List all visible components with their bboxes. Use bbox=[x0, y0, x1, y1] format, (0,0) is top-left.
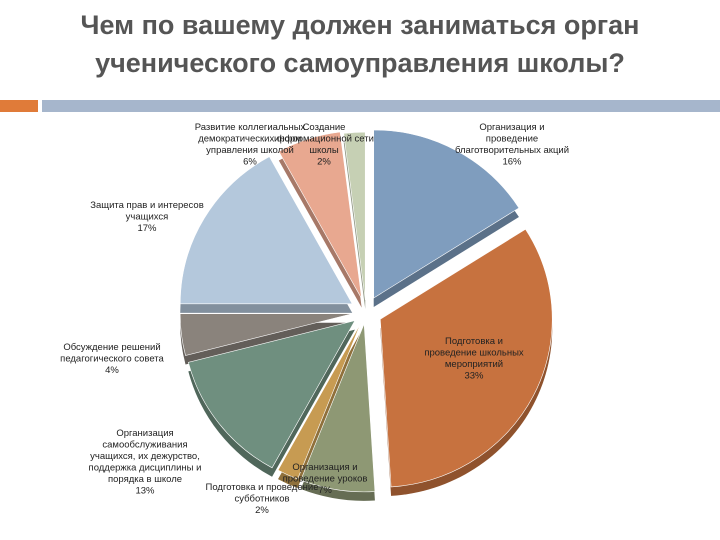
slice-label-6-line-2: педагогического совета bbox=[60, 354, 164, 365]
slice-label-2-line-4: 33% bbox=[464, 371, 484, 382]
pie-slice-9 bbox=[343, 131, 366, 301]
pie-slice-2 bbox=[379, 228, 553, 488]
slice-label-9-line-2: информационной сети bbox=[274, 134, 374, 145]
slice-label-6-line-3: 4% bbox=[105, 365, 119, 376]
slice-label-8: Развитие коллегиальных демократических фо… bbox=[195, 122, 306, 168]
slice-label-2: Подготовка и проведение школьных мероприят… bbox=[424, 336, 524, 382]
slice-label-9-line-1: Создание bbox=[303, 122, 346, 133]
pie-slice-6 bbox=[179, 313, 353, 356]
slice-label-3-line-3: 7% bbox=[318, 485, 332, 496]
pie-slice-1 bbox=[373, 129, 520, 299]
slice-label-7-line-3: 17% bbox=[137, 223, 157, 234]
slice-label-5-line-6: 13% bbox=[135, 486, 155, 497]
slice-label-4: Подготовка и проведение субботников 2% bbox=[206, 482, 319, 516]
slice-label-1: Организация и проведение благотворительных… bbox=[455, 122, 569, 168]
slice-label-5: Организация самообслуживания учащихся, их … bbox=[89, 428, 202, 497]
slice-label-8-line-4: 6% bbox=[243, 157, 257, 168]
slice-label-4-line-3: 2% bbox=[255, 505, 269, 516]
pie-slice-8 bbox=[278, 131, 362, 299]
slice-label-1-line-2: проведение bbox=[486, 134, 538, 145]
slice-label-5-line-1: Организация bbox=[116, 428, 173, 439]
slice-label-6-line-1: Обсуждение решений bbox=[63, 342, 160, 353]
slice-label-5-line-5: порядка в школе bbox=[108, 474, 182, 485]
slice-label-5-line-3: учащихся, их дежурство, bbox=[90, 451, 200, 462]
slice-label-5-line-2: самообслуживания bbox=[102, 440, 187, 451]
slice-label-2-line-1: Подготовка и bbox=[445, 336, 503, 347]
slice-label-8-line-3: управления школой bbox=[206, 145, 294, 156]
pie-slice-5 bbox=[187, 320, 356, 469]
title-rule-bar bbox=[42, 100, 720, 112]
pie-slice-7 bbox=[179, 156, 353, 305]
slice-label-2-line-3: мероприятий bbox=[445, 359, 503, 370]
slice-label-1-line-1: Организация и bbox=[479, 122, 544, 133]
slice-label-8-line-2: демократических форм bbox=[198, 134, 302, 145]
slice-label-9-line-4: 2% bbox=[317, 157, 331, 168]
slice-label-2-line-2: проведение школьных bbox=[424, 348, 524, 359]
pie-slice-3 bbox=[300, 323, 376, 493]
slice-label-4-line-1: Подготовка и проведение bbox=[206, 482, 319, 493]
slide-title-line-1: Чем по вашему должен заниматься орган bbox=[80, 10, 640, 40]
slice-label-1-line-4: 16% bbox=[502, 157, 522, 168]
slice-label-8-line-1: Развитие коллегиальных bbox=[195, 122, 306, 133]
slice-label-7-line-1: Защита прав и интересов bbox=[90, 200, 204, 211]
slice-label-7-line-2: учащихся bbox=[126, 212, 169, 223]
slice-label-5-line-4: поддержка дисциплины и bbox=[89, 463, 202, 474]
slice-label-3: Организация и проведение уроков 7% bbox=[283, 462, 368, 496]
slide-title: Чем по вашему должен заниматься орган уч… bbox=[40, 6, 680, 82]
slice-label-9: Создание информационной сети школы 2% bbox=[274, 122, 374, 168]
slice-label-3-line-2: проведение уроков bbox=[283, 474, 368, 485]
slice-label-3-line-1: Организация и bbox=[292, 462, 357, 473]
accent-square bbox=[0, 100, 38, 112]
slide-title-line-2: ученического самоуправления школы? bbox=[95, 48, 625, 78]
slice-label-1-line-3: благотворительных акций bbox=[455, 145, 569, 156]
slice-label-4-line-2: субботников bbox=[234, 494, 289, 505]
slice-label-6: Обсуждение решений педагогического совета… bbox=[60, 342, 164, 376]
pie-slice-4 bbox=[277, 322, 362, 480]
slice-label-7: Защита прав и интересов учащихся 17% bbox=[90, 200, 204, 234]
slice-label-9-line-3: школы bbox=[309, 145, 339, 156]
